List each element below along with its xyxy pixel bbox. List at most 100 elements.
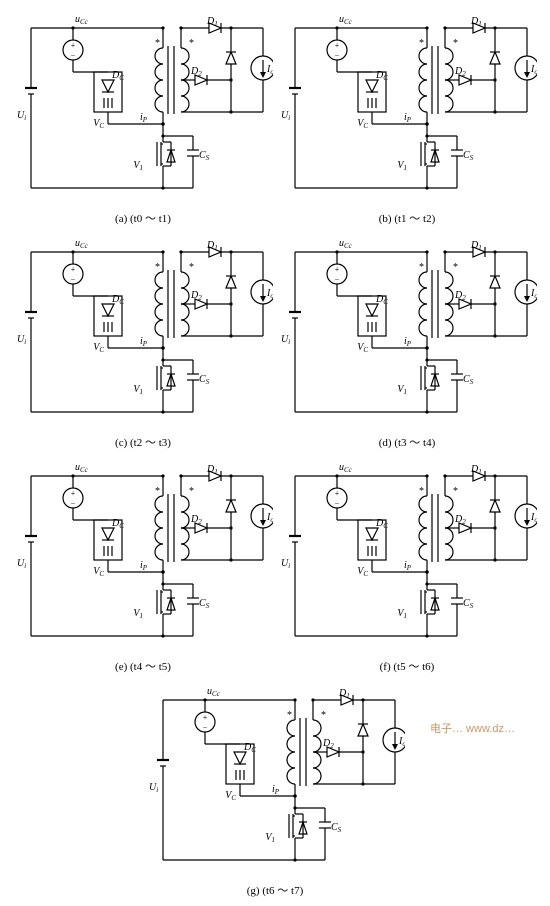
svg-text:iP: iP (272, 784, 280, 796)
svg-text:CS: CS (463, 374, 474, 386)
svg-text:CS: CS (463, 598, 474, 610)
svg-text:uCc: uCc (339, 238, 353, 250)
svg-text:D2: D2 (454, 514, 466, 526)
svg-text:uCc: uCc (75, 238, 89, 250)
panel-caption-e: (e) (t4 ～ t5) (115, 658, 171, 674)
svg-text:CS: CS (199, 374, 210, 386)
svg-text:*: * (419, 486, 424, 497)
svg-text:D1: D1 (206, 464, 218, 476)
svg-text:iP: iP (140, 336, 148, 348)
svg-text:V1: V1 (397, 608, 407, 620)
svg-text:uCc: uCc (207, 686, 221, 698)
svg-text:VC: VC (225, 790, 236, 802)
circuit-panel-f: Ui+−uCcDCVC*iPV1CS*D1D2Io(f) (t5 ～ t6) (277, 456, 537, 674)
svg-text:*: * (155, 262, 160, 273)
svg-text:*: * (189, 262, 194, 273)
circuit-grid: Ui+−uCcDCVC*iPV1CS*D1D2Io(a) (t0 ～ t1)Ui… (8, 8, 542, 898)
svg-text:−: − (71, 499, 76, 508)
svg-text:V1: V1 (133, 160, 143, 172)
svg-text:−: − (71, 51, 76, 60)
circuit-svg: Ui+−uCcDCVC*iPV1CS*D1D2Io (13, 8, 273, 208)
svg-text:+: + (335, 265, 340, 274)
svg-text:+: + (71, 41, 76, 50)
circuit-panel-b: Ui+−uCcDCVC*iPV1CS*D1D2Io(b) (t1 ～ t2) (277, 8, 537, 226)
watermark: 电子… www.dz… (430, 720, 515, 736)
svg-text:VC: VC (357, 566, 368, 578)
svg-text:D2: D2 (190, 66, 202, 78)
svg-text:iP: iP (404, 112, 412, 124)
svg-text:+: + (203, 713, 208, 722)
circuit-svg: Ui+−uCcDCVC*iPV1CS*D1D2Io (277, 232, 537, 432)
svg-text:uCc: uCc (339, 462, 353, 474)
svg-text:D1: D1 (206, 240, 218, 252)
svg-text:CS: CS (199, 598, 210, 610)
svg-text:CS: CS (331, 822, 342, 834)
svg-text:D2: D2 (190, 290, 202, 302)
circuit-svg: Ui+−uCcDCVC*iPV1CS*D1D2Io (277, 8, 537, 208)
svg-text:D2: D2 (190, 514, 202, 526)
svg-text:+: + (335, 489, 340, 498)
circuit-panel-g: Ui+−uCcDCVC*iPV1CS*D1D2Io(g) (t6 ～ t7) (145, 680, 405, 898)
svg-text:V1: V1 (397, 160, 407, 172)
svg-text:*: * (453, 38, 458, 49)
svg-text:*: * (155, 486, 160, 497)
svg-text:Ui: Ui (17, 110, 26, 122)
svg-text:VC: VC (93, 118, 104, 130)
svg-text:Io: Io (398, 736, 405, 748)
svg-text:Ui: Ui (281, 334, 290, 346)
svg-text:Io: Io (266, 512, 273, 524)
svg-text:Io: Io (266, 288, 273, 300)
svg-text:iP: iP (140, 112, 148, 124)
svg-text:iP: iP (404, 336, 412, 348)
svg-text:Io: Io (530, 512, 537, 524)
svg-text:Ui: Ui (281, 110, 290, 122)
svg-text:D2: D2 (454, 66, 466, 78)
svg-text:D1: D1 (470, 240, 482, 252)
circuit-panel-a: Ui+−uCcDCVC*iPV1CS*D1D2Io(a) (t0 ～ t1) (13, 8, 273, 226)
svg-text:*: * (189, 38, 194, 49)
svg-text:VC: VC (93, 342, 104, 354)
svg-text:uCc: uCc (339, 14, 353, 26)
svg-text:VC: VC (357, 118, 368, 130)
svg-text:−: − (71, 275, 76, 284)
panel-caption-b: (b) (t1 ～ t2) (379, 210, 436, 226)
circuit-svg: Ui+−uCcDCVC*iPV1CS*D1D2Io (13, 456, 273, 656)
svg-text:V1: V1 (133, 384, 143, 396)
svg-text:Io: Io (530, 288, 537, 300)
svg-text:CS: CS (199, 150, 210, 162)
svg-text:uCc: uCc (75, 462, 89, 474)
circuit-svg: Ui+−uCcDCVC*iPV1CS*D1D2Io (277, 456, 537, 656)
svg-text:Io: Io (266, 64, 273, 76)
svg-text:Ui: Ui (149, 782, 158, 794)
svg-text:V1: V1 (133, 608, 143, 620)
svg-text:−: − (335, 51, 340, 60)
svg-text:V1: V1 (397, 384, 407, 396)
svg-text:Ui: Ui (281, 558, 290, 570)
circuit-svg: Ui+−uCcDCVC*iPV1CS*D1D2Io (13, 232, 273, 432)
svg-text:*: * (321, 710, 326, 721)
svg-text:+: + (335, 41, 340, 50)
svg-text:+: + (71, 265, 76, 274)
svg-text:D2: D2 (322, 738, 334, 750)
svg-text:D1: D1 (470, 464, 482, 476)
circuit-panel-c: Ui+−uCcDCVC*iPV1CS*D1D2Io(c) (t2 ～ t3) (13, 232, 273, 450)
svg-text:D1: D1 (338, 688, 350, 700)
svg-text:+: + (71, 489, 76, 498)
svg-text:D1: D1 (206, 16, 218, 28)
svg-text:*: * (453, 486, 458, 497)
svg-text:Io: Io (530, 64, 537, 76)
svg-text:*: * (453, 262, 458, 273)
svg-text:D1: D1 (470, 16, 482, 28)
panel-caption-c: (c) (t2 ～ t3) (115, 434, 171, 450)
circuit-panel-e: Ui+−uCcDCVC*iPV1CS*D1D2Io(e) (t4 ～ t5) (13, 456, 273, 674)
svg-text:*: * (419, 262, 424, 273)
svg-text:VC: VC (357, 342, 368, 354)
svg-text:*: * (189, 486, 194, 497)
svg-text:−: − (335, 275, 340, 284)
panel-caption-g: (g) (t6 ～ t7) (247, 882, 304, 898)
panel-caption-d: (d) (t3 ～ t4) (379, 434, 436, 450)
svg-text:−: − (203, 723, 208, 732)
svg-text:*: * (287, 710, 292, 721)
svg-text:Ui: Ui (17, 334, 26, 346)
svg-text:iP: iP (404, 560, 412, 572)
